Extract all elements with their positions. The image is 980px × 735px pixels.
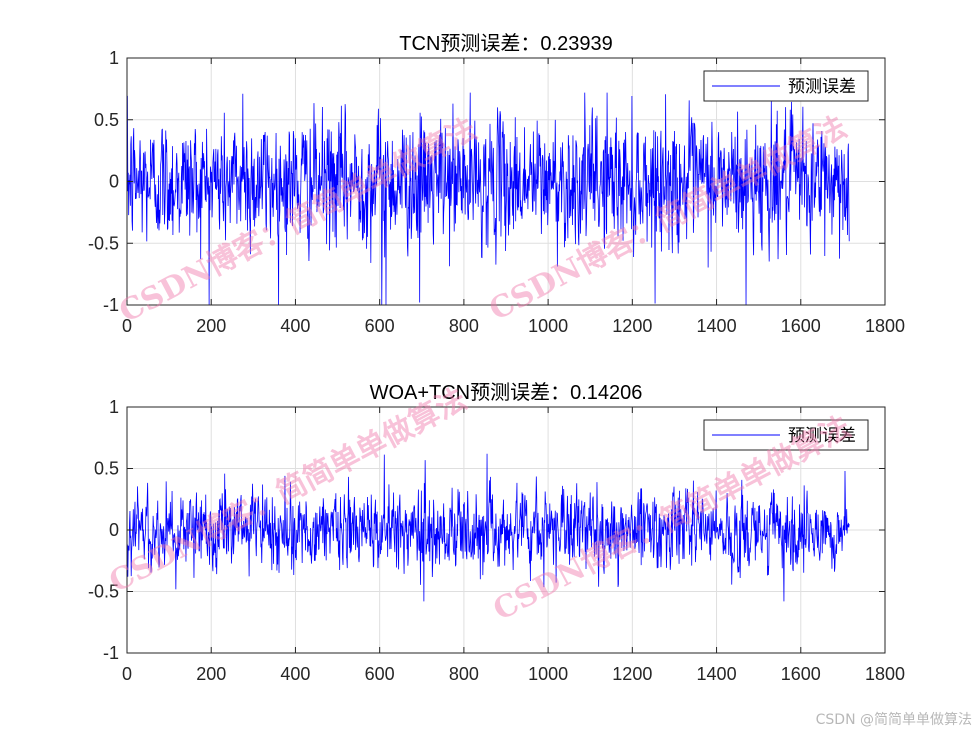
chart-2: 0 200 400 600 800 1000 1200 1400 1600 1800 -1 -0.5 0… [88, 381, 905, 684]
chart-title: WOA+TCN预测误差：0.14206 [370, 381, 643, 404]
x-tick-label: 800 [449, 664, 479, 684]
y-tick-label: 0 [109, 520, 119, 540]
y-tick-label: 1 [109, 48, 119, 68]
legend: 预测误差 [703, 419, 869, 451]
x-tick-label: 600 [365, 664, 395, 684]
x-tick-label: 1400 [697, 664, 737, 684]
x-tick-label: 1200 [612, 316, 652, 336]
legend: 预测误差 [703, 70, 869, 102]
x-tick-label: 1600 [781, 316, 821, 336]
x-tick-label: 600 [365, 316, 395, 336]
y-tick-label: 1 [109, 397, 119, 417]
legend-label: 预测误差 [788, 77, 856, 96]
y-tick-label: -1 [103, 643, 119, 663]
x-tick-label: 200 [196, 664, 226, 684]
y-tick-label: -0.5 [88, 233, 119, 253]
x-tick-label: 400 [280, 664, 310, 684]
x-tick-label: 1400 [697, 316, 737, 336]
chart-1: 0 200 400 600 800 1000 1200 1400 1600 1800 -1 -0.5 0… [88, 32, 905, 336]
y-tick-label: 0.5 [94, 459, 119, 479]
chart-title: TCN预测误差：0.23939 [399, 32, 612, 55]
x-tick-label: 1200 [612, 664, 652, 684]
x-tick-label: 800 [449, 316, 479, 336]
series-line-预测误差 [127, 92, 850, 306]
y-tick-label: -0.5 [88, 582, 119, 602]
x-tick-label: 0 [122, 316, 132, 336]
series-line-预测误差 [127, 453, 850, 602]
legend-label: 预测误差 [788, 426, 856, 445]
x-tick-label: 1600 [781, 664, 821, 684]
y-tick-label: 0 [109, 172, 119, 192]
x-tick-label: 200 [196, 316, 226, 336]
y-tick-label: 0.5 [94, 110, 119, 130]
x-tick-label: 1000 [528, 664, 568, 684]
x-tick-label: 1000 [528, 316, 568, 336]
x-tick-label: 1800 [865, 316, 905, 336]
x-tick-label: 400 [280, 316, 310, 336]
y-tick-label: -1 [103, 295, 119, 315]
x-tick-label: 0 [122, 664, 132, 684]
x-tick-label: 1800 [865, 664, 905, 684]
footer-credit: CSDN @简简单单做算法 [815, 712, 972, 728]
